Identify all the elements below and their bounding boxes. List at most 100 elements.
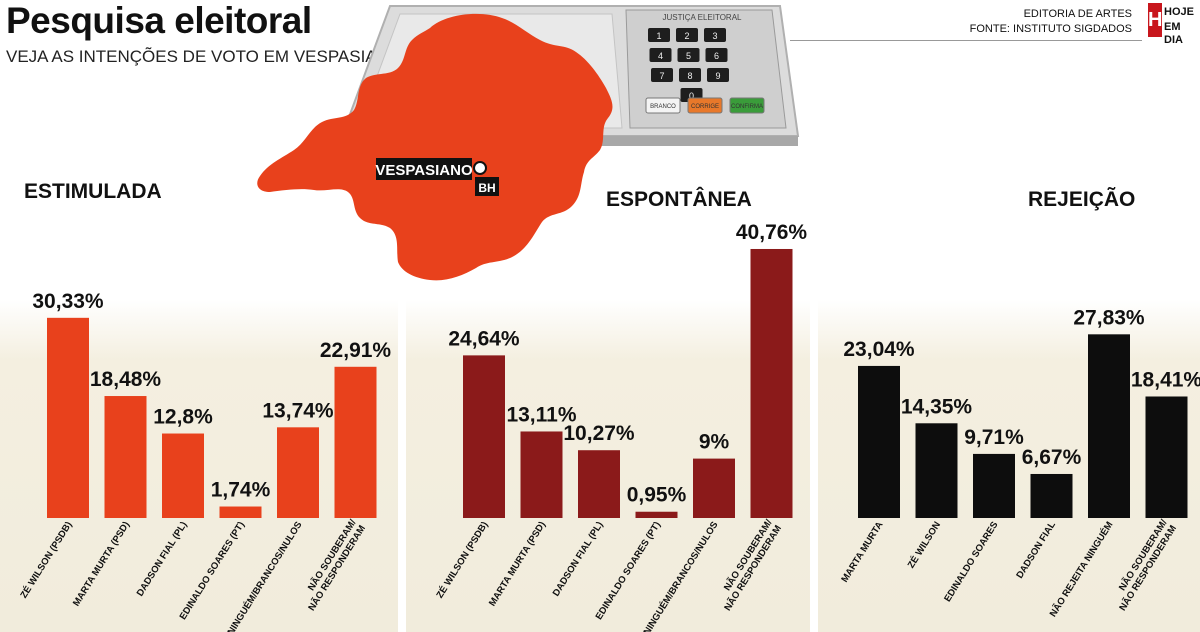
value-label-rejeicao: 23,04%: [843, 338, 915, 361]
urn-key: [676, 28, 698, 42]
category-label-estimulada: MARTA MURTA (PSD): [71, 520, 132, 609]
urn-key: [651, 68, 673, 82]
category-label-estimulada: NÃO SOUBERAM/NÃO RESPONDERAM: [297, 517, 368, 613]
value-label-espontanea: 13,11%: [506, 403, 576, 426]
category-label-estimulada: DADSON FIAL (PL): [135, 520, 190, 599]
value-label-estimulada: 30,33%: [32, 290, 104, 313]
urn-header: JUSTIÇA ELEITORAL: [663, 13, 743, 22]
urn-button-label: CORRIGE: [691, 104, 719, 110]
value-label-estimulada: 1,74%: [211, 479, 271, 502]
urn-key-label: 1: [656, 31, 661, 41]
category-label-rejeicao: EDINALDO SOARES: [942, 520, 1000, 604]
header: Pesquisa eleitoral VEJA AS INTENÇÕES DE …: [0, 0, 1200, 75]
value-label-espontanea: 10,27%: [563, 422, 635, 445]
bar-espontanea: [693, 458, 735, 518]
category-label-espontanea: ZÉ WILSON (PSDB): [435, 520, 491, 601]
urn-key-label: 8: [687, 71, 692, 81]
bar-espontanea: [750, 248, 793, 518]
minas-gerais-map: [257, 13, 613, 281]
bar-espontanea: [463, 355, 505, 518]
bh-label: BH: [478, 181, 495, 195]
urn-buttons: BRANCO CORRIGE CONFIRMA: [645, 97, 765, 114]
credits: EDITORIA DE ARTES FONTE: INSTITUTO SIGDA…: [970, 7, 1132, 37]
chart-estimulada: 30,33% ZÉ WILSON (PSDB) 18,48% MARTA MURTA …: [19, 290, 392, 632]
bar-espontanea: [520, 431, 563, 518]
value-label-rejeicao: 6,67%: [1022, 446, 1082, 469]
chart-title-espontanea: ESPONTÂNEA: [606, 188, 752, 211]
value-label-rejeicao: 9,71%: [964, 426, 1024, 449]
urn-button-label: BRANCO: [650, 104, 676, 110]
city-marker-icon: [473, 161, 487, 175]
bar-estimulada: [47, 317, 89, 518]
urn-key-label: 2: [684, 31, 689, 41]
chart-rejeicao: 23,04% MARTA MURTA 14,35% ZÉ WILSON 9,71% EDI…: [839, 306, 1200, 619]
urn-key: [679, 68, 701, 82]
bh-label-box: [475, 177, 499, 196]
urn-key-label: 7: [659, 71, 664, 81]
value-label-espontanea: 24,64%: [448, 327, 520, 350]
credit-editoria: EDITORIA DE ARTES: [1023, 8, 1132, 20]
category-label-espontanea: MARTA MURTA (PSD): [487, 520, 548, 609]
urn-button-label: CONFIRMA: [731, 104, 763, 110]
category-label-rejeicao: MARTA MURTA: [839, 520, 885, 585]
category-label-rejeicao: ZÉ WILSON: [906, 520, 943, 571]
category-label-espontanea: EDINALDO SOARES (PT): [594, 520, 663, 622]
value-label-estimulada: 22,91%: [320, 339, 392, 362]
value-label-estimulada: 12,8%: [153, 406, 213, 429]
bar-estimulada: [219, 506, 262, 518]
bar-rejeicao: [973, 453, 1015, 518]
category-label-rejeicao: NÃO SOUBERAM/NÃO RESPONDERAM: [1108, 517, 1179, 613]
category-label-rejeicao: NÃO REJEITA NINGUÉM: [1048, 520, 1116, 619]
chart-espontanea: 24,64% ZÉ WILSON (PSDB) 13,11% MARTA MURTA …: [435, 221, 808, 632]
hoje-em-dia-logo: H HOJE EM DIA: [1148, 3, 1196, 46]
bar-estimulada: [277, 427, 319, 518]
category-label-espontanea: NÃO SOUBERAM/NÃO RESPONDERAM: [713, 517, 784, 613]
page-subtitle: VEJA AS INTENÇÕES DE VOTO EM VESPASIANO: [6, 47, 403, 66]
bar-estimulada: [162, 433, 204, 518]
value-label-espontanea: 0,95%: [627, 484, 687, 507]
bar-espontanea: [578, 450, 620, 518]
urn-button: [729, 97, 765, 114]
bar-rejeicao: [1088, 334, 1130, 518]
credit-fonte: FONTE: INSTITUTO SIGDADOS: [969, 23, 1132, 35]
category-label-rejeicao: DADSON FIAL: [1014, 520, 1058, 581]
urn-button: [687, 97, 723, 114]
bar-rejeicao: [1030, 473, 1073, 518]
urn-key-label: 3: [712, 31, 717, 41]
bar-estimulada: [104, 396, 147, 518]
urn-key-label: 0: [689, 91, 694, 101]
urn-button: [645, 97, 681, 114]
bar-estimulada: [334, 366, 377, 518]
city-label-box: [376, 158, 472, 180]
category-label-estimulada: EDINALDO SOARES (PT): [178, 520, 247, 622]
value-label-rejeicao: 27,83%: [1073, 306, 1145, 329]
category-label-estimulada: ZÉ WILSON (PSDB): [19, 520, 75, 601]
value-label-estimulada: 18,48%: [90, 368, 162, 391]
urn-key-label: 5: [686, 51, 691, 61]
value-label-estimulada: 13,74%: [262, 399, 334, 422]
value-label-rejeicao: 18,41%: [1131, 368, 1200, 391]
city-label: VESPASIANO: [375, 162, 473, 179]
page-title: Pesquisa eleitoral: [6, 0, 312, 41]
urn-key: [704, 28, 726, 42]
value-label-espontanea: 40,76%: [736, 221, 808, 244]
urn-key: [707, 68, 729, 82]
urn-key-label: 6: [714, 51, 719, 61]
bar-rejeicao: [858, 365, 900, 518]
bar-espontanea: [635, 511, 678, 518]
bar-rejeicao: [1145, 396, 1188, 518]
chart-title-estimulada: ESTIMULADA: [24, 180, 162, 203]
urn-key: [705, 48, 728, 62]
header-rule: [790, 40, 1142, 41]
category-label-espontanea: DADSON FIAL (PL): [551, 520, 606, 599]
urn-key: [648, 28, 670, 42]
logo-line2: EM DIA: [1164, 21, 1183, 46]
logo-line1: HOJE: [1164, 6, 1194, 18]
map-illustration: JUSTIÇA ELEITORAL 1 2 3 4 5 6 7 8 9 0 BRANCO CORRI…: [257, 5, 800, 281]
bar-rejeicao: [915, 423, 958, 518]
urn-key-label: 9: [715, 71, 720, 81]
chart-title-rejeicao: REJEIÇÃO: [1028, 188, 1136, 211]
value-label-espontanea: 9%: [699, 431, 730, 454]
urn-key: [649, 48, 672, 62]
